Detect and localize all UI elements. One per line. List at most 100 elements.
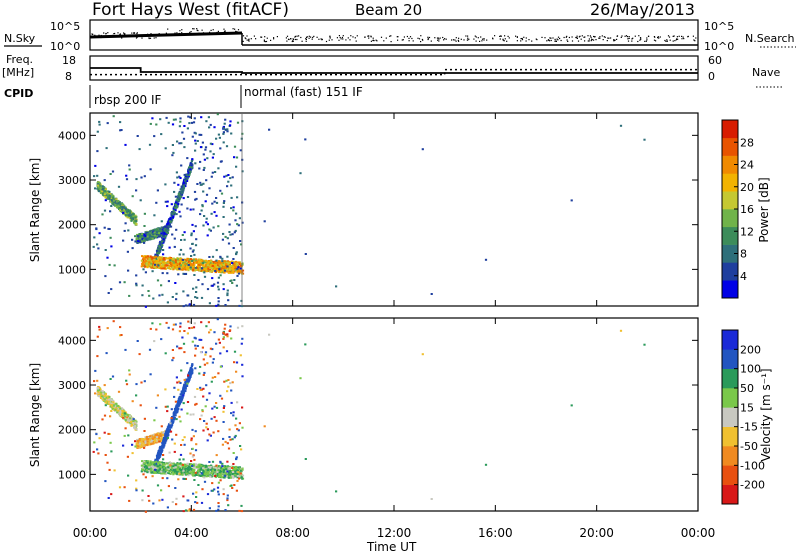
power-echo [183,259,186,262]
power-echo [137,240,140,242]
power-echo [167,220,170,223]
power-echo [192,268,195,271]
frequency-series [90,67,698,74]
velocity-echo [160,450,163,453]
power-echo [188,261,191,264]
power-echo [103,226,106,229]
power-echo [219,147,222,150]
power-echo [187,264,190,266]
power-echo [141,294,144,297]
velocity-echo [121,413,124,416]
power-echo [155,232,158,235]
power-echo [150,265,153,268]
noise-point [135,37,138,39]
velocity-echo [158,450,162,453]
power-echo [198,261,201,264]
power-echo [194,139,197,142]
power-echo [200,296,204,299]
velocity-echo [158,454,161,457]
power-echo [229,233,232,236]
power-echo [179,190,182,193]
velocity-echo [173,417,176,420]
power-echo [110,205,113,207]
power-echo [157,263,160,265]
power-echo [643,138,646,141]
noise-point [397,39,399,41]
power-echo [207,266,210,269]
noise-point [113,33,115,35]
velocity-echo [134,421,137,424]
power-echo [189,266,192,269]
power-echo [163,232,166,235]
power-echo [169,265,172,268]
power-echo [128,294,131,297]
noise-point [475,36,477,38]
power-echo [172,260,175,263]
noise-point [473,38,475,40]
noise-point [531,40,533,42]
power-echo [144,260,147,263]
velocity-echo [157,434,161,437]
power-y-tick-label: 1000 [58,263,86,276]
power-echo [163,261,166,264]
power-echo [147,259,150,262]
power-echo [200,209,203,212]
power-echo [224,235,227,238]
power-echo [121,205,124,208]
power-echo [158,245,162,248]
velocity-echo [191,363,194,366]
noise-point [148,37,150,39]
power-echo [202,153,205,156]
power-echo [194,132,197,135]
power-echo [181,234,184,236]
velocity-echo [183,466,186,469]
colorbar-swatch [722,209,738,228]
power-echo [185,259,189,262]
velocity-echo [167,430,170,433]
power-echo [238,263,242,265]
power-echo [117,199,120,202]
velocity-echo [162,439,165,442]
noise-point [455,37,457,39]
nsearch-label: N.Search [745,32,795,45]
power-echo [217,276,220,279]
power-echo [175,298,178,301]
power-echo [104,249,107,251]
noise-point [528,39,530,41]
velocity-echoes [92,318,646,513]
noise-point [588,40,590,42]
velocity-echo [148,439,151,442]
power-y-tick-label: 2000 [58,219,86,232]
power-echo [172,151,175,154]
noise-point [557,36,560,38]
velocity-echo [102,392,105,395]
power-echo [226,261,229,264]
power-echo [158,261,161,264]
power-echo [97,184,100,187]
power-echo [182,272,185,275]
power-echo [117,185,121,188]
noise-point [559,37,561,40]
power-echo [104,190,107,193]
power-echo [162,263,165,266]
noise-point [544,37,546,39]
noise-tick-low-right: 10^0 [704,40,734,53]
power-echo [199,267,202,270]
power-echo [131,238,134,241]
power-echo [184,262,187,265]
noise-point [603,36,605,38]
velocity-echo [151,437,154,440]
noise-point [458,40,460,42]
power-echo [158,294,161,297]
power-echo [157,257,160,260]
noise-point [237,29,240,31]
power-echo [119,206,122,208]
power-echo [182,264,185,267]
power-echo [108,192,111,195]
power-echo [176,202,179,205]
power-echo [221,263,224,266]
noise-point [300,36,302,39]
power-echo [103,179,106,182]
power-echo [179,177,182,179]
velocity-echo [110,402,113,405]
